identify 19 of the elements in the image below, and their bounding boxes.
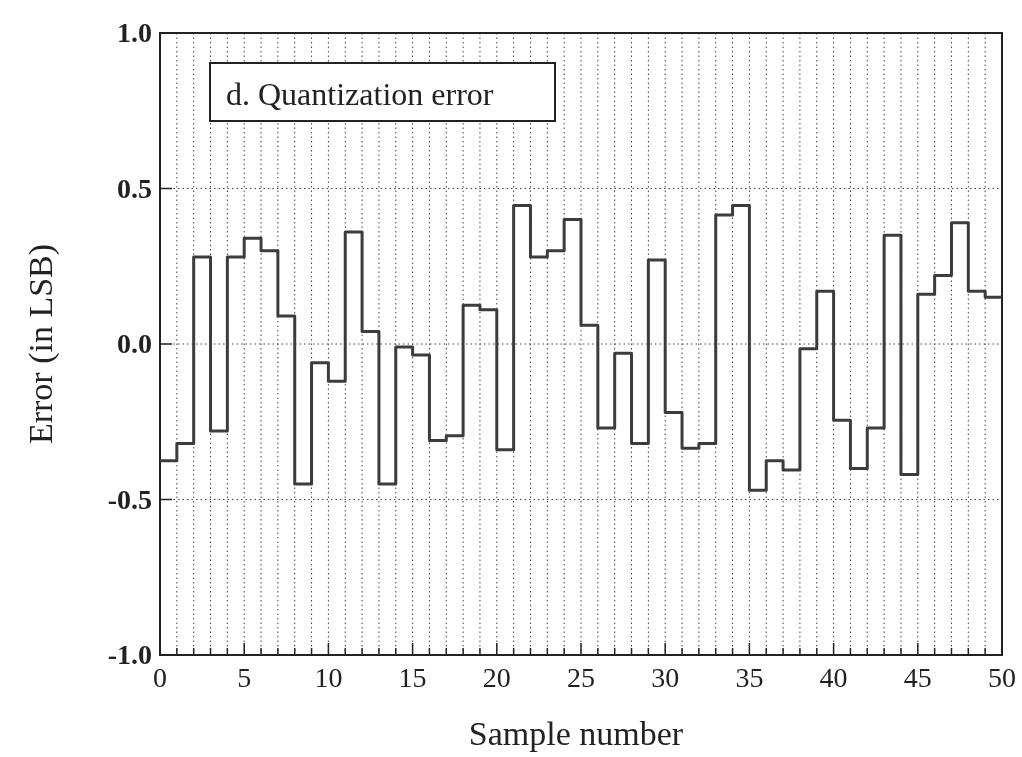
y-tick-label: -0.5 — [107, 483, 152, 515]
x-tick-label: 45 — [903, 662, 932, 693]
text: d. Quantization error — [226, 76, 494, 112]
x-tick-label: 50 — [988, 662, 1016, 693]
x-axis-title: Sample number — [468, 715, 684, 752]
x-tick-label: 25 — [567, 662, 595, 693]
x-tick-label: 35 — [735, 662, 764, 693]
x-tick-label: 30 — [651, 662, 680, 693]
x-tick-label: 20 — [482, 662, 511, 693]
y-tick-label: 0.0 — [117, 328, 152, 359]
y-tick-label: 1.0 — [117, 17, 152, 48]
x-tick-label: 10 — [314, 662, 343, 693]
x-tick-label: 40 — [819, 662, 848, 693]
y-tick-label: 0.5 — [117, 172, 152, 204]
x-tick-label: 15 — [398, 662, 427, 693]
x-tick-label: 0 — [153, 662, 167, 693]
y-tick-label: -1.0 — [107, 639, 152, 670]
y-axis-title: Error (in LSB) — [22, 243, 60, 445]
x-tick-label: 5 — [237, 662, 252, 693]
